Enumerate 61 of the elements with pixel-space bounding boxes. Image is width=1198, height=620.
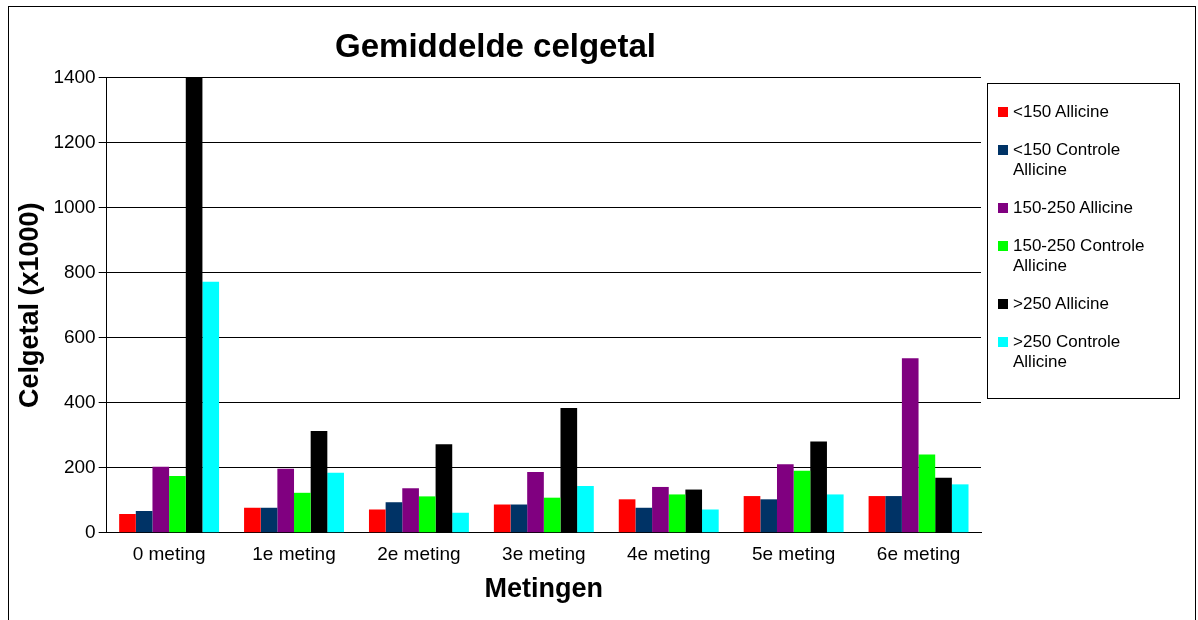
x-tick-label: 0 meting (132, 543, 206, 565)
bar (668, 494, 686, 533)
bar (260, 507, 278, 533)
bar (543, 497, 561, 533)
bar (493, 504, 511, 533)
bar (760, 499, 777, 533)
legend-label: >250 Controle Allicine (1013, 332, 1122, 372)
y-tick-label: 0 (85, 521, 96, 543)
bar (510, 504, 528, 533)
bar (918, 454, 936, 533)
x-tick-label: 4e meting (627, 543, 711, 565)
bar (793, 470, 811, 533)
bar (244, 507, 261, 533)
bar (327, 472, 344, 533)
x-tick-label: 3e meting (502, 543, 586, 565)
bar (385, 502, 403, 533)
legend-label: <150 Allicine (1013, 102, 1109, 122)
bar (577, 485, 594, 533)
legend-label: 150-250 Controle Allicine (1013, 236, 1146, 276)
y-tick-label: 200 (63, 456, 96, 478)
bar (776, 464, 794, 533)
y-tick-label: 600 (63, 325, 96, 347)
x-tick-label: 6e meting (876, 543, 961, 565)
bar (169, 475, 186, 533)
y-axis-title: Celgetal (x1000) (13, 202, 44, 408)
bar (527, 472, 544, 533)
y-tick-label: 1200 (53, 130, 96, 152)
bar (202, 281, 220, 533)
chart-title: Gemiddelde celgetal (335, 26, 656, 64)
bar (901, 358, 919, 533)
bar (135, 511, 153, 533)
bar (368, 509, 386, 533)
bar (119, 513, 136, 533)
bar (452, 512, 469, 533)
bar (402, 488, 419, 533)
bar (935, 477, 952, 533)
legend-label: 150-250 Allicine (1013, 198, 1134, 218)
x-axis-title: Metingen (484, 573, 604, 604)
y-tick-label: 1000 (53, 195, 96, 217)
legend-label: >250 Allicine (1013, 294, 1109, 314)
y-tick-label: 800 (63, 260, 96, 282)
bar (635, 507, 653, 533)
bar (294, 492, 311, 533)
bar (951, 484, 969, 533)
x-tick-label: 2e meting (377, 543, 461, 565)
bar (743, 496, 761, 533)
bar (152, 466, 170, 533)
bar (277, 468, 295, 533)
bar (868, 496, 886, 533)
x-tick-label: 1e meting (252, 543, 336, 565)
bar (618, 499, 636, 533)
legend-label: <150 Controle Allicine (1013, 140, 1122, 180)
y-tick-label: 400 (63, 390, 96, 412)
bar (702, 509, 719, 533)
bar (652, 486, 669, 533)
bar (826, 494, 844, 533)
y-tick-label: 1400 (53, 65, 96, 87)
bar (685, 489, 703, 533)
bar (418, 496, 436, 533)
x-tick-label: 5e meting (751, 543, 836, 565)
bar (885, 496, 902, 533)
